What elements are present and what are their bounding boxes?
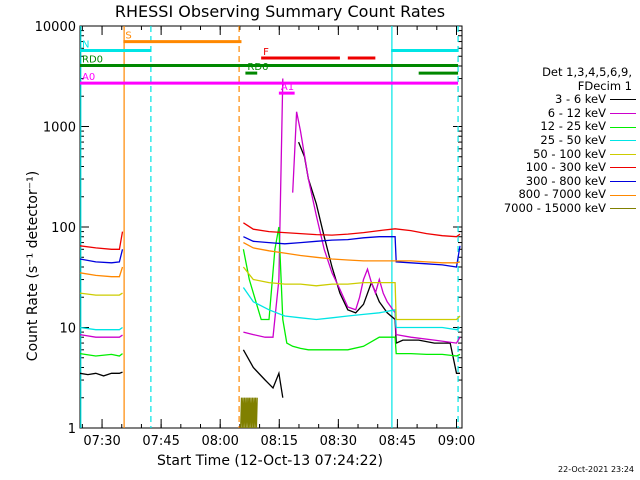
- legend-swatch: [610, 140, 636, 142]
- legend-entry-label: 12 - 25 keV: [540, 119, 606, 134]
- series-line-0: [79, 141, 460, 398]
- legend-entry-label: 25 - 50 keV: [540, 132, 606, 147]
- series-line-8: [240, 397, 258, 429]
- series-line-5: [79, 222, 461, 250]
- legend-swatch: [610, 126, 636, 128]
- x-tick-label: 07:45: [142, 434, 179, 449]
- chart-title: RHESSI Observing Summary Count Rates: [114, 2, 446, 21]
- legend-entry-label: 800 - 7000 keV: [518, 187, 606, 202]
- y-tick-label: 1: [68, 422, 76, 437]
- marker-label: S: [125, 31, 131, 42]
- legend-swatch: [610, 194, 636, 196]
- legend-entry: 300 - 800 keV: [468, 173, 636, 189]
- x-tick-label: 08:30: [320, 434, 357, 449]
- legend-swatch: [610, 153, 636, 155]
- series-line-3: [79, 287, 461, 331]
- x-tick-label: 07:30: [83, 434, 120, 449]
- legend-entry: 7000 - 15000 keV: [468, 200, 636, 216]
- marker-label: RD6: [247, 62, 268, 73]
- x-tick-label: 08:15: [261, 434, 298, 449]
- legend-swatch: [610, 113, 636, 115]
- legend-entry: 6 - 12 keV: [468, 105, 636, 121]
- marker-label: RD0: [82, 54, 103, 65]
- legend-header-line-2: FDecim 1: [577, 78, 632, 93]
- marker-label: F: [263, 47, 269, 58]
- legend-swatch: [610, 167, 636, 169]
- y-tick-label: 10000: [35, 20, 76, 35]
- legend-entry-label: 6 - 12 keV: [547, 105, 606, 120]
- x-tick-label: 09:00: [438, 434, 475, 449]
- legend-swatch: [610, 208, 636, 210]
- legend-header-line-1: Det 1,3,4,5,6,9,: [542, 65, 632, 79]
- legend-entry-label: 50 - 100 keV: [533, 146, 606, 161]
- x-axis-label: Start Time (12-Oct-13 07:24:22): [157, 453, 383, 469]
- legend-entry: 3 - 6 keV: [468, 93, 636, 107]
- y-tick-label: 100: [51, 221, 76, 236]
- legend-entry-label: 100 - 300 keV: [525, 160, 606, 175]
- series-line-2: [79, 226, 461, 357]
- series-line-7: [79, 242, 461, 278]
- series-line-4: [79, 266, 461, 321]
- generation-timestamp: 22-Oct-2021 23:24: [558, 465, 634, 474]
- legend-entry-label: 7000 - 15000 keV: [503, 200, 606, 215]
- marker-label: N: [82, 40, 89, 51]
- legend: Det 1,3,4,5,6,9, FDecim 1 3 - 6 keV 6 - 1…: [468, 65, 636, 216]
- y-tick-label: 10: [59, 322, 76, 337]
- legend-entry: 25 - 50 keV: [468, 132, 636, 148]
- y-axis-label: Count Rate (s⁻¹ detector⁻¹): [25, 170, 41, 362]
- legend-swatch: [610, 99, 636, 101]
- legend-entry: 50 - 100 keV: [468, 146, 636, 162]
- plot-frame: [79, 25, 463, 429]
- legend-entry: 12 - 25 keV: [468, 120, 636, 134]
- x-tick-label: 08:00: [201, 434, 238, 449]
- legend-entry: 100 - 300 keV: [468, 161, 636, 175]
- x-tick-label: 08:45: [379, 434, 416, 449]
- marker-label: A1: [281, 82, 294, 93]
- series-line-6: [79, 236, 461, 268]
- marker-label: A0: [82, 72, 95, 83]
- legend-entry-label: 3 - 6 keV: [555, 92, 606, 107]
- y-tick-label: 1000: [43, 121, 76, 136]
- legend-swatch: [610, 181, 636, 183]
- legend-entry-label: 300 - 800 keV: [525, 173, 606, 188]
- legend-entry: 800 - 7000 keV: [468, 188, 636, 202]
